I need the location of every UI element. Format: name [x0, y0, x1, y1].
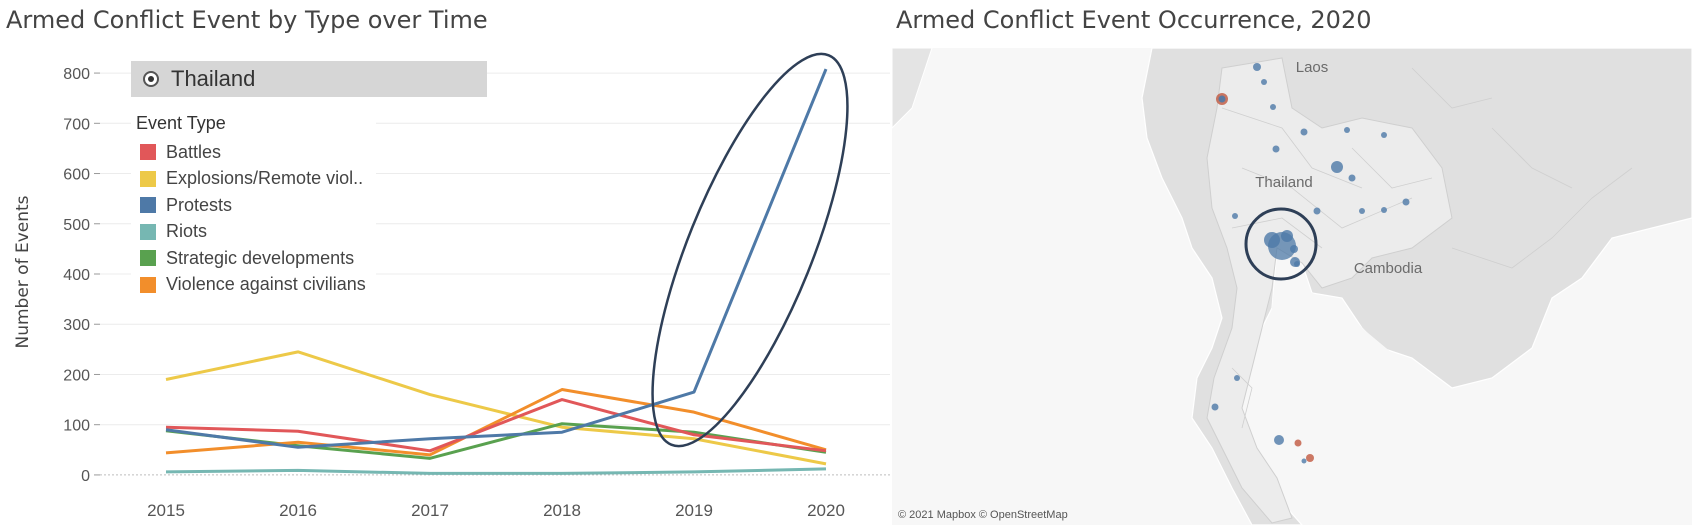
- event-marker[interactable]: [1211, 403, 1219, 411]
- event-marker[interactable]: [1300, 128, 1308, 136]
- series-lines[interactable]: [165, 68, 828, 475]
- y-tick-label: 200: [63, 367, 90, 384]
- x-tick-label: 2018: [543, 501, 581, 520]
- map-land: [892, 48, 933, 129]
- chart-title: Armed Conflict Event by Type over Time: [6, 6, 488, 34]
- legend-swatch: [140, 197, 156, 214]
- y-tick-label: 800: [63, 66, 90, 83]
- x-tick-label: 2019: [675, 501, 713, 520]
- event-marker[interactable]: [1232, 213, 1238, 219]
- x-tick-label: 2016: [279, 501, 317, 520]
- filter-label: Thailand: [171, 66, 256, 91]
- legend-label: Protests: [166, 194, 233, 215]
- series-line-battles[interactable]: [165, 398, 827, 453]
- event-marker[interactable]: [1381, 132, 1387, 138]
- legend-item[interactable]: Violence against civilians: [131, 272, 366, 299]
- legend-swatch: [140, 144, 156, 161]
- legend-item[interactable]: Strategic developments: [131, 245, 366, 272]
- series-line-riots[interactable]: [165, 467, 827, 475]
- map-gulf: [1267, 258, 1452, 448]
- event-marker[interactable]: [1359, 208, 1365, 214]
- y-tick-label: 100: [63, 418, 90, 435]
- event-marker[interactable]: [1313, 207, 1321, 215]
- map-thailand: [1206, 57, 1453, 524]
- event-marker[interactable]: [1264, 232, 1280, 248]
- event-marker[interactable]: [1274, 435, 1284, 445]
- y-axis-label: Number of Events: [13, 195, 33, 348]
- legend-label: Strategic developments: [166, 247, 355, 268]
- map-label-thailand: Thailand: [1255, 174, 1313, 191]
- event-marker[interactable]: [1331, 161, 1343, 173]
- event-marker[interactable]: [1253, 63, 1261, 71]
- event-markers[interactable]: [1211, 63, 1410, 464]
- radio-selected-icon[interactable]: [143, 71, 159, 87]
- event-marker[interactable]: [1294, 439, 1302, 447]
- event-marker[interactable]: [1306, 454, 1314, 462]
- x-tick-label: 2015: [147, 501, 185, 520]
- y-tick-label: 500: [63, 217, 90, 234]
- legend-title: Event Type: [136, 113, 226, 133]
- event-marker[interactable]: [1344, 127, 1350, 133]
- x-axis: 2015 2016 2017 2018 2019 2020: [147, 501, 845, 520]
- province-borders: [1221, 67, 1633, 429]
- legend-swatch: [140, 250, 156, 267]
- country-filter[interactable]: Thailand: [131, 61, 487, 97]
- event-marker[interactable]: [1281, 230, 1293, 242]
- legend-item[interactable]: Battles: [131, 139, 366, 166]
- map-label-cambodia: Cambodia: [1354, 260, 1423, 277]
- map-title: Armed Conflict Event Occurrence, 2020: [896, 6, 1372, 34]
- legend-label: Riots: [166, 221, 208, 242]
- legend-swatch: [140, 276, 156, 293]
- map[interactable]: Laos Thailand Cambodia: [892, 48, 1692, 525]
- series-line-explosions-remote-viol[interactable]: [165, 350, 827, 466]
- legend: Event Type Battles Explosions/Remote vio…: [131, 113, 376, 298]
- legend-label: Battles: [166, 141, 222, 162]
- legend-swatch: [140, 170, 156, 187]
- legend-item[interactable]: Explosions/Remote viol..: [131, 166, 366, 193]
- highlight-circle: [1244, 207, 1318, 281]
- series-line-protests[interactable]: [165, 68, 828, 449]
- map-label-laos: Laos: [1296, 59, 1329, 76]
- legend-item[interactable]: Protests: [131, 192, 366, 219]
- event-marker[interactable]: [1272, 145, 1280, 153]
- event-marker[interactable]: [1261, 79, 1267, 85]
- event-marker[interactable]: [1381, 207, 1387, 213]
- legend-swatch: [140, 223, 156, 240]
- legend-item[interactable]: Riots: [131, 219, 366, 246]
- y-tick-label: 0: [81, 468, 90, 485]
- event-marker[interactable]: [1234, 375, 1240, 381]
- legend-label: Violence against civilians: [166, 274, 366, 295]
- event-marker[interactable]: [1218, 95, 1226, 103]
- event-marker[interactable]: [1290, 245, 1298, 253]
- event-marker[interactable]: [1270, 104, 1276, 110]
- x-tick-label: 2017: [411, 501, 449, 520]
- map-attribution: © 2021 Mapbox © OpenStreetMap: [898, 509, 1068, 521]
- x-tick-label: 2020: [807, 501, 845, 520]
- map-canvas[interactable]: Laos Thailand Cambodia: [892, 48, 1692, 525]
- event-marker[interactable]: [1294, 261, 1300, 267]
- event-marker[interactable]: [1402, 198, 1410, 206]
- event-marker[interactable]: [1348, 174, 1356, 182]
- y-tick-label: 400: [63, 267, 90, 284]
- y-tick-label: 300: [63, 317, 90, 334]
- legend-label: Explosions/Remote viol..: [166, 168, 364, 189]
- y-tick-label: 700: [63, 116, 90, 133]
- y-axis: 0 100 200 300 400 500 600 700 800: [63, 66, 100, 485]
- y-tick-label: 600: [63, 167, 90, 184]
- highlight-ellipse: [651, 52, 849, 448]
- event-marker[interactable]: [1301, 458, 1307, 464]
